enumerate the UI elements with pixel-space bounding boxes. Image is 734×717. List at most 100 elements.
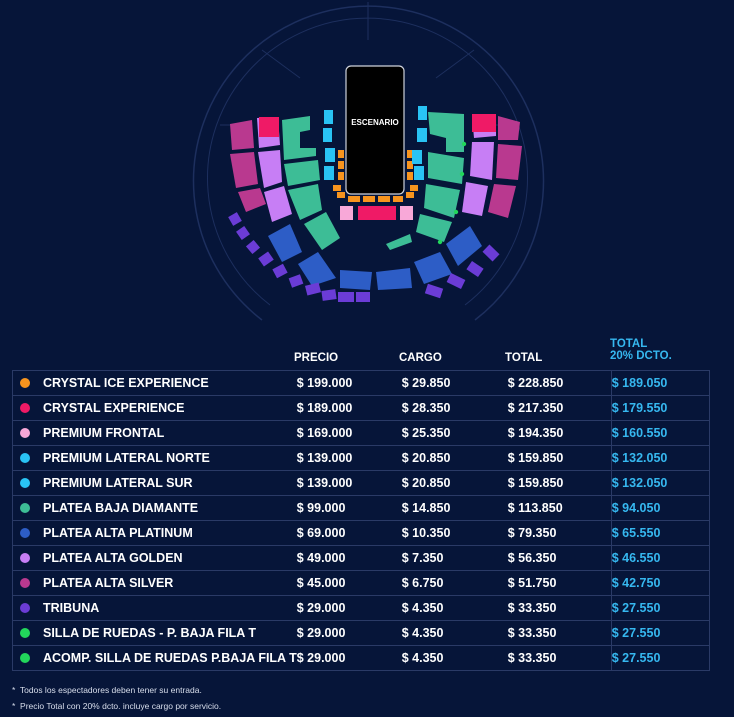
- section-crystal[interactable]: [358, 206, 396, 220]
- section-premium-frontal[interactable]: [340, 206, 413, 220]
- section-tribuna[interactable]: [228, 212, 500, 302]
- row-total: $ 228.850: [507, 370, 612, 396]
- section-premium-lateral[interactable]: [323, 106, 427, 180]
- table-row[interactable]: CRYSTAL EXPERIENCE $ 189.000 $ 28.350 $ 217…: [12, 395, 711, 421]
- row-total: $ 33.350: [507, 620, 612, 646]
- row-cargo: $ 4.350: [401, 651, 444, 665]
- table-row[interactable]: PLATEA BAJA DIAMANTE $ 99.000 $ 14.850 $ 11…: [12, 495, 711, 521]
- row-color-cell: [12, 645, 43, 671]
- row-cargo: $ 4.350: [401, 626, 444, 640]
- section-platea-alta-silver[interactable]: [230, 116, 522, 218]
- row-total: $ 51.750: [507, 570, 612, 596]
- row-total-20-dcto: $ 132.050: [611, 445, 711, 471]
- header-total20-line1: TOTAL: [610, 338, 648, 350]
- row-total: $ 33.350: [507, 595, 612, 621]
- row-category-name: PLATEA BAJA DIAMANTE: [43, 501, 199, 515]
- table-row[interactable]: ACOMP. SILLA DE RUEDAS P.BAJA FILA T $ 29…: [12, 645, 711, 671]
- section-crystal-ice[interactable]: [333, 150, 418, 202]
- price-table: CRYSTAL ICE EXPERIENCE $ 199.000 $ 29.850 $…: [12, 370, 711, 671]
- table-row[interactable]: PREMIUM LATERAL SUR $ 139.000 $ 20.850 $ 15…: [12, 470, 711, 496]
- row-precio: $ 45.000: [296, 576, 346, 590]
- row-color-cell: [12, 495, 43, 521]
- stage-label: ESCENARIO: [351, 118, 399, 127]
- header-total20-line2: 20% DCTO.: [610, 350, 672, 362]
- row-category-name: SILLA DE RUEDAS - P. BAJA FILA T: [43, 626, 256, 640]
- category-color-dot: [20, 628, 30, 638]
- row-precio: $ 49.000: [296, 551, 346, 565]
- header-total: TOTAL: [505, 352, 543, 364]
- stage[interactable]: [345, 65, 405, 195]
- table-row[interactable]: PLATEA ALTA GOLDEN $ 49.000 $ 7.350 $ 56.35…: [12, 545, 711, 571]
- category-color-dot: [20, 428, 30, 438]
- table-row[interactable]: PREMIUM FRONTAL $ 169.000 $ 25.350 $ 194.35…: [12, 420, 711, 446]
- row-total-20-dcto: $ 27.550: [611, 620, 711, 646]
- row-total: $ 56.350: [507, 545, 612, 571]
- note-2: * Precio Total con 20% dcto. incluye car…: [12, 701, 222, 711]
- row-category-name: CRYSTAL EXPERIENCE: [43, 401, 185, 415]
- row-total-20-dcto: $ 27.550: [611, 595, 711, 621]
- row-total: $ 194.350: [507, 420, 612, 446]
- category-color-dot: [20, 403, 30, 413]
- row-total: $ 217.350: [507, 395, 612, 421]
- row-cargo: $ 29.850: [401, 376, 451, 390]
- row-color-cell: [12, 445, 43, 471]
- row-cargo: $ 14.850: [401, 501, 451, 515]
- row-color-cell: [12, 545, 43, 571]
- category-color-dot: [20, 478, 30, 488]
- table-row[interactable]: PLATEA ALTA PLATINUM $ 69.000 $ 10.350 $ 79…: [12, 520, 711, 546]
- row-category-name: CRYSTAL ICE EXPERIENCE: [43, 376, 209, 390]
- row-precio: $ 189.000: [296, 401, 353, 415]
- row-total-20-dcto: $ 132.050: [611, 470, 711, 496]
- row-total-20-dcto: $ 94.050: [611, 495, 711, 521]
- row-color-cell: [12, 595, 43, 621]
- table-row[interactable]: PLATEA ALTA SILVER $ 45.000 $ 6.750 $ 51.75…: [12, 570, 711, 596]
- row-total: $ 33.350: [507, 645, 612, 671]
- row-precio: $ 69.000: [296, 526, 346, 540]
- row-total: $ 159.850: [507, 470, 612, 496]
- row-cargo: $ 7.350: [401, 551, 444, 565]
- note-1-text: Todos los espectadores deben tener su en…: [19, 685, 202, 695]
- row-precio: $ 139.000: [296, 476, 353, 490]
- category-color-dot: [20, 653, 30, 663]
- section-platea-baja-diamante[interactable]: [282, 112, 464, 250]
- row-cargo: $ 20.850: [401, 476, 451, 490]
- row-color-cell: [12, 620, 43, 646]
- category-color-dot: [20, 378, 30, 388]
- section-platea-alta-platinum[interactable]: [268, 224, 482, 290]
- row-precio: $ 29.000: [296, 601, 346, 615]
- row-cargo: $ 10.350: [401, 526, 451, 540]
- row-precio: $ 29.000: [296, 626, 346, 640]
- table-row[interactable]: CRYSTAL ICE EXPERIENCE $ 199.000 $ 29.850 $…: [12, 370, 711, 396]
- note-1: * Todos los espectadores deben tener su …: [12, 685, 202, 695]
- row-category-name: TRIBUNA: [43, 601, 100, 615]
- header-total-20-dcto: TOTAL 20% DCTO.: [610, 338, 672, 362]
- category-color-dot: [20, 603, 30, 613]
- table-row[interactable]: SILLA DE RUEDAS - P. BAJA FILA T $ 29.000…: [12, 620, 711, 646]
- row-precio: $ 99.000: [296, 501, 346, 515]
- row-category-name: ACOMP. SILLA DE RUEDAS P.BAJA FILA T: [43, 651, 297, 665]
- row-total: $ 79.350: [507, 520, 612, 546]
- row-color-cell: [12, 370, 43, 396]
- row-cargo: $ 20.850: [401, 451, 451, 465]
- table-row[interactable]: TRIBUNA $ 29.000 $ 4.350 $ 33.350 $ 27.550: [12, 595, 711, 621]
- section-silla-ruedas[interactable]: [437, 141, 467, 245]
- note-2-text: Precio Total con 20% dcto. incluye cargo…: [20, 701, 222, 711]
- row-color-cell: [12, 395, 43, 421]
- venue-map: ESCENARIO: [192, 2, 545, 321]
- row-cargo: $ 28.350: [401, 401, 451, 415]
- category-color-dot: [20, 503, 30, 513]
- row-category-name: PLATEA ALTA PLATINUM: [43, 526, 193, 540]
- row-total-20-dcto: $ 46.550: [611, 545, 711, 571]
- row-color-cell: [12, 520, 43, 546]
- section-silver-top[interactable]: [259, 114, 496, 137]
- table-header: PRECIO CARGO TOTAL TOTAL 20% DCTO.: [12, 336, 710, 370]
- row-category-name: PREMIUM LATERAL NORTE: [43, 451, 210, 465]
- row-cargo: $ 25.350: [401, 426, 451, 440]
- category-color-dot: [20, 578, 30, 588]
- row-precio: $ 29.000: [296, 651, 346, 665]
- row-category-name: PREMIUM LATERAL SUR: [43, 476, 193, 490]
- header-precio: PRECIO: [294, 352, 339, 364]
- row-cargo: $ 6.750: [401, 576, 444, 590]
- row-category-name: PLATEA ALTA GOLDEN: [43, 551, 183, 565]
- table-row[interactable]: PREMIUM LATERAL NORTE $ 139.000 $ 20.850 $ …: [12, 445, 711, 471]
